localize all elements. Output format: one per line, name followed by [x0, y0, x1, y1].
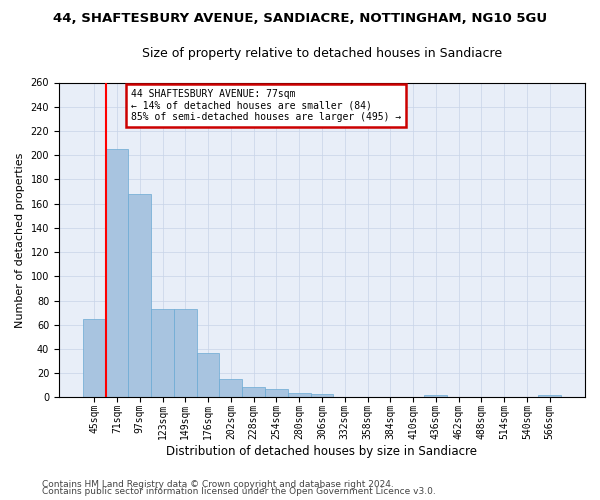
Bar: [288, 392, 311, 398]
X-axis label: Distribution of detached houses by size in Sandiacre: Distribution of detached houses by size …: [166, 444, 478, 458]
Bar: [242, 386, 265, 398]
Bar: [265, 389, 288, 398]
Bar: [106, 149, 128, 398]
Y-axis label: Number of detached properties: Number of detached properties: [15, 152, 25, 328]
Title: Size of property relative to detached houses in Sandiacre: Size of property relative to detached ho…: [142, 48, 502, 60]
Text: Contains public sector information licensed under the Open Government Licence v3: Contains public sector information licen…: [42, 487, 436, 496]
Bar: [174, 309, 197, 398]
Bar: [220, 380, 242, 398]
Bar: [83, 318, 106, 398]
Text: 44 SHAFTESBURY AVENUE: 77sqm
← 14% of detached houses are smaller (84)
85% of se: 44 SHAFTESBURY AVENUE: 77sqm ← 14% of de…: [131, 88, 401, 122]
Bar: [151, 309, 174, 398]
Bar: [128, 194, 151, 398]
Bar: [424, 395, 447, 398]
Bar: [197, 352, 220, 398]
Text: Contains HM Land Registry data © Crown copyright and database right 2024.: Contains HM Land Registry data © Crown c…: [42, 480, 394, 489]
Bar: [311, 394, 334, 398]
Bar: [538, 395, 561, 398]
Text: 44, SHAFTESBURY AVENUE, SANDIACRE, NOTTINGHAM, NG10 5GU: 44, SHAFTESBURY AVENUE, SANDIACRE, NOTTI…: [53, 12, 547, 26]
